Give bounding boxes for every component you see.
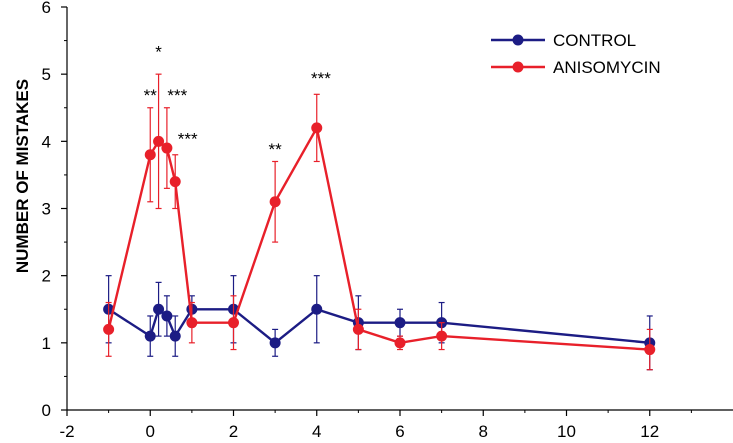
significance-label: * — [155, 42, 162, 61]
data-point — [228, 317, 239, 329]
data-point — [103, 323, 115, 335]
significance-label: *** — [311, 69, 331, 88]
significance-label: ** — [144, 86, 158, 105]
x-tick-label: -2 — [59, 422, 74, 441]
y-tick-label: 3 — [42, 200, 51, 219]
data-point — [161, 310, 173, 322]
significance-label: ** — [269, 140, 283, 159]
data-point — [169, 330, 181, 342]
x-tick-label: 6 — [395, 422, 404, 441]
y-tick-label: 4 — [42, 132, 51, 151]
data-point — [144, 149, 156, 161]
series-control — [103, 275, 656, 371]
y-tick-label: 2 — [42, 267, 51, 286]
legend-label: ANISOMYCIN — [553, 58, 661, 77]
data-point — [153, 303, 165, 315]
data-point — [161, 142, 173, 154]
legend-item-control: CONTROL — [491, 31, 636, 50]
data-point — [394, 337, 406, 349]
series-line — [107, 124, 650, 351]
legend-marker — [512, 34, 524, 46]
x-tick-label: 8 — [479, 422, 488, 441]
data-point — [153, 135, 165, 147]
y-tick-label: 5 — [42, 65, 51, 84]
legend-label: CONTROL — [553, 31, 636, 50]
legend-item-anisomycin: ANISOMYCIN — [491, 58, 661, 77]
x-tick-label: 4 — [312, 422, 321, 441]
data-point — [269, 337, 281, 349]
data-point — [394, 317, 406, 329]
data-point — [186, 317, 198, 329]
data-point — [352, 323, 364, 335]
data-point — [144, 330, 156, 342]
x-tick-label: 2 — [229, 422, 238, 441]
series-layer — [103, 73, 656, 371]
annotation-layer: *** *********** — [144, 42, 332, 158]
data-point — [644, 344, 656, 356]
y-tick-label: 1 — [42, 334, 51, 353]
y-tick-label: 0 — [42, 401, 51, 420]
significance-label: *** — [167, 86, 187, 105]
y-tick-label: 6 — [42, 0, 51, 17]
significance-label: *** — [178, 130, 198, 149]
legend-marker — [512, 61, 524, 73]
x-tick-label: 10 — [557, 422, 576, 441]
legend: CONTROL ANISOMYCIN — [491, 31, 661, 77]
x-tick-label: 12 — [640, 422, 659, 441]
y-axis-label: NUMBER OF MISTAKES — [13, 79, 32, 273]
data-point — [169, 176, 181, 188]
data-point — [436, 330, 448, 342]
series-anisomycin — [103, 73, 656, 371]
data-point — [311, 122, 323, 134]
x-tick-label: 0 — [146, 422, 155, 441]
data-point — [311, 303, 323, 315]
data-point — [269, 196, 281, 208]
